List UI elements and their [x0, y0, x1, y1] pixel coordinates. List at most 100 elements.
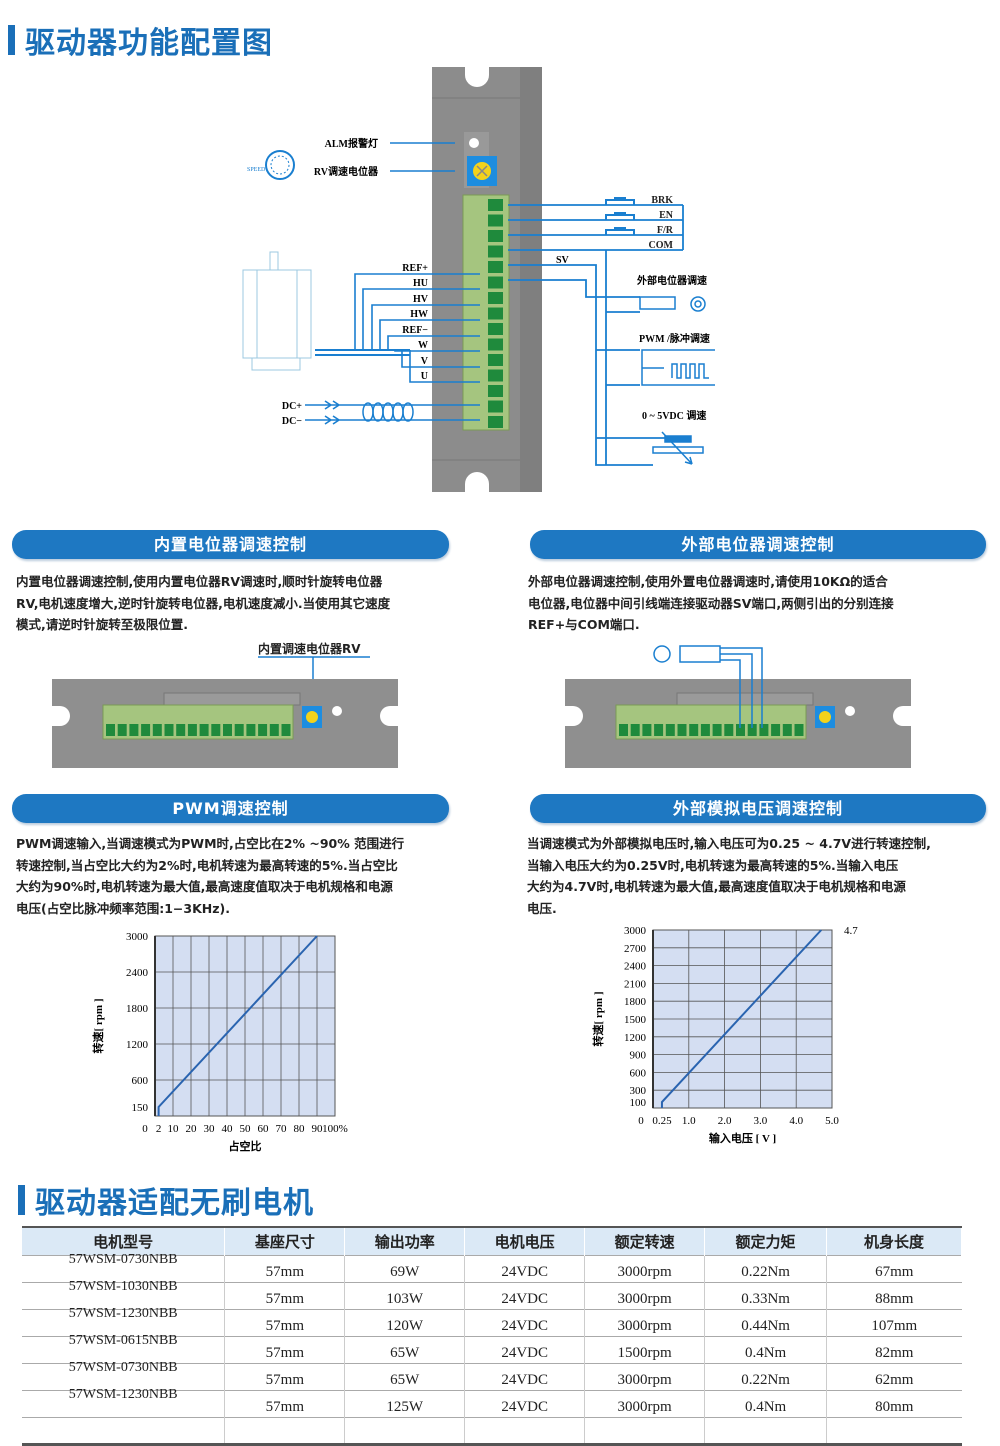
- terminal-pin: [488, 276, 503, 289]
- terminal-pin: [281, 724, 291, 736]
- terminal-pin: [654, 724, 664, 736]
- y-tick-label: 1200: [126, 1039, 149, 1051]
- speed-dial-icon: SPEED: [247, 150, 295, 180]
- y-axis-label: 转速[ rpm ]: [591, 992, 605, 1047]
- table-row: [22, 1416, 962, 1444]
- signal-wire: [362, 288, 480, 350]
- terminal-pin: [488, 338, 503, 351]
- ext-pot-label: 外部电位器调速: [636, 274, 707, 287]
- sv-label: SV: [556, 255, 570, 266]
- y-tick-label: 1800: [624, 996, 647, 1008]
- terminal-pin: [747, 724, 757, 736]
- column-header: 电机型号: [22, 1227, 226, 1255]
- x-tick-label: 2: [156, 1123, 162, 1135]
- power-wire: [305, 400, 480, 410]
- table-row: 57WSM-0730NBB 57mm 69W 24VDC 3000rpm 0.22Nm 67…: [22, 1251, 962, 1282]
- model-cell: 57WSM-0730NBB: [22, 1251, 225, 1282]
- column-header: 额定转速: [584, 1227, 706, 1255]
- power-wire: [305, 415, 480, 425]
- terminal-pin: [677, 724, 687, 736]
- panel-header-external: 外部电位器调速控制: [530, 530, 986, 559]
- model-name: 57WSM-0730NBB: [68, 1359, 178, 1375]
- spec-cell: 57mm: [224, 1254, 345, 1282]
- terminal-pin: [759, 724, 769, 736]
- model-name: 57WSM-1230NBB: [68, 1305, 178, 1321]
- signal-label: HV: [413, 294, 429, 305]
- mount-notch-bottom: [465, 472, 489, 492]
- spec-cell: 0.4Nm: [704, 1389, 827, 1417]
- terminal-pin: [488, 323, 503, 335]
- x-tick-label: 30: [204, 1123, 216, 1135]
- spec-cell: 0.44Nm: [704, 1308, 827, 1336]
- x-tick-label: 40: [222, 1123, 234, 1135]
- pwm-label: PWM /脉冲调速: [639, 332, 710, 345]
- signal-wire: [371, 304, 480, 350]
- terminal-pin: [488, 230, 503, 242]
- x-tick-label: 100%: [322, 1123, 348, 1135]
- y-tick-label: 2400: [624, 961, 647, 973]
- x-tick-label: 1.0: [682, 1115, 696, 1127]
- spec-cell: 65W: [344, 1362, 465, 1390]
- model-name: 57WSM-0615NBB: [68, 1332, 178, 1348]
- internal-pot-callout: 内置调速电位器RV: [258, 642, 361, 656]
- terminal-pin: [488, 307, 503, 320]
- terminal-pin: [712, 724, 722, 736]
- model-cell: 57WSM-1230NBB: [22, 1305, 225, 1336]
- terminal-pin: [700, 724, 710, 736]
- terminal-pin: [488, 400, 503, 413]
- spec-cell: 57mm: [224, 1308, 345, 1336]
- external-description: 外部电位器调速控制,使用外置电位器调速时,请使用10KΩ的适合 电位器,电位器中间…: [528, 574, 894, 632]
- signal-label: REF+: [402, 263, 428, 274]
- vdc-label: 0 ~ 5VDC 调速: [642, 409, 706, 422]
- spec-cell: 3000rpm: [584, 1254, 705, 1282]
- pwm-description: PWM调速输入,当调速模式为PWM时,占空比在2% ~90% 范围进行 转速控制,…: [16, 836, 405, 916]
- model-name: 57WSM-0730NBB: [68, 1251, 178, 1267]
- switch-icon: [605, 212, 635, 220]
- terminal-pin: [164, 724, 174, 736]
- wiring-diagram: ALM报警灯 RV调速电位器 SPEED REF+ HU HV HW REF− WVU DC…: [242, 67, 715, 492]
- terminal-pin: [689, 724, 699, 736]
- x-tick-label: 3.0: [754, 1115, 768, 1127]
- terminal-pin: [724, 724, 734, 736]
- alm-led-icon: [469, 138, 479, 148]
- signal-wire: [379, 319, 480, 350]
- y-tick-label: 1200: [624, 1032, 647, 1044]
- io-label: F/R: [657, 225, 674, 236]
- title-bar-accent: [18, 1185, 25, 1215]
- y-tick-label: 2100: [624, 978, 647, 990]
- y-tick-label: 3000: [126, 931, 149, 943]
- switch-icon: [605, 197, 635, 205]
- x-tick-label: 20: [186, 1123, 198, 1135]
- switch-icon: [605, 227, 635, 235]
- spec-cell: 57mm: [224, 1362, 345, 1390]
- x-tick-label: 0: [142, 1123, 148, 1135]
- dc-coil-icon: [362, 402, 414, 422]
- terminal-pin: [630, 724, 640, 736]
- terminal-pin: [488, 199, 503, 211]
- io-label: EN: [659, 210, 674, 221]
- signal-wire: [387, 335, 480, 350]
- terminal-pin: [782, 724, 792, 736]
- y-tick-label: 900: [630, 1050, 647, 1062]
- spec-cell: 62mm: [826, 1362, 962, 1390]
- spec-cell: [344, 1416, 465, 1444]
- terminal-pin: [488, 369, 503, 382]
- spec-cell: 3000rpm: [584, 1362, 705, 1390]
- terminal-pin: [106, 724, 115, 736]
- model-cell: [22, 1416, 225, 1444]
- y-tick-label: 2700: [624, 943, 647, 955]
- signal-label: HW: [410, 309, 428, 320]
- spec-cell: 0.33Nm: [704, 1281, 827, 1309]
- spec-cell: [826, 1416, 962, 1444]
- terminal-pin: [488, 261, 503, 273]
- terminal-pin: [234, 724, 244, 736]
- signal-label: W: [418, 340, 428, 351]
- spec-cell: 57mm: [224, 1281, 345, 1309]
- pwm-pulse-icon: [641, 349, 715, 386]
- terminal-pin: [488, 416, 503, 428]
- column-header: 机身长度: [826, 1227, 962, 1255]
- terminal-pin: [488, 214, 503, 227]
- x-tick-label: 4.0: [789, 1115, 803, 1127]
- y-tick-label: 3000: [624, 925, 647, 937]
- spec-cell: 24VDC: [464, 1254, 585, 1282]
